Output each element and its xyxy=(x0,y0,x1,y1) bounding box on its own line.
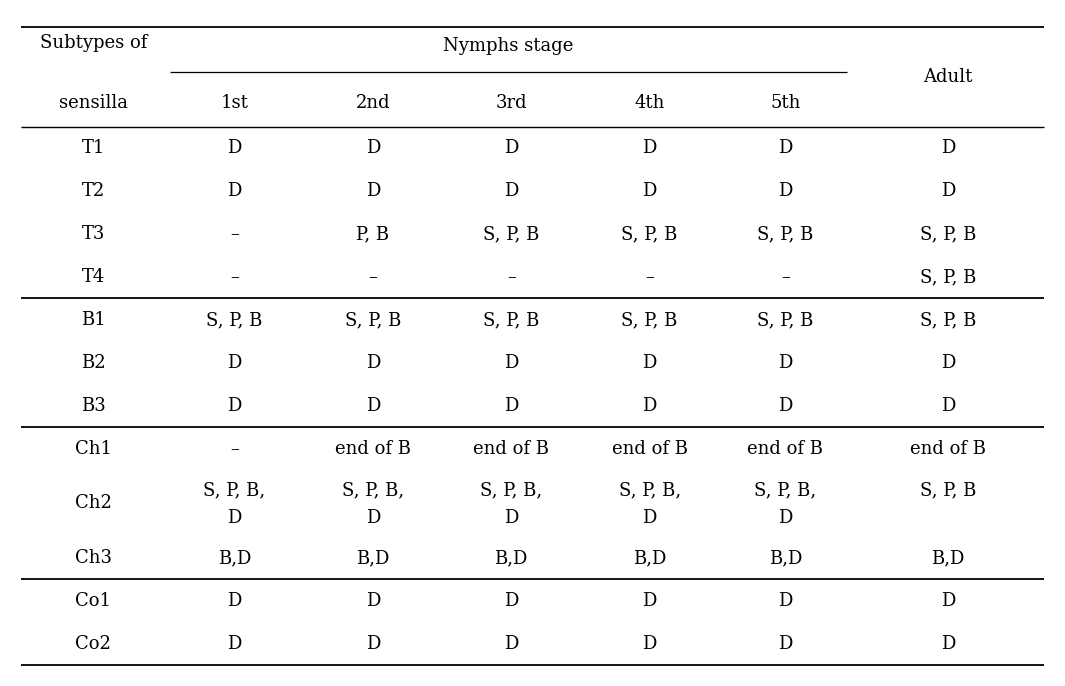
Text: S, P, B,: S, P, B, xyxy=(342,481,404,499)
Text: D: D xyxy=(365,182,380,200)
Text: D: D xyxy=(227,592,242,610)
Text: D: D xyxy=(940,397,955,415)
Text: D: D xyxy=(779,397,792,415)
Text: S, P, B,: S, P, B, xyxy=(754,481,817,499)
Text: D: D xyxy=(940,635,955,653)
Text: sensilla: sensilla xyxy=(59,95,128,113)
Text: D: D xyxy=(227,182,242,200)
Text: D: D xyxy=(227,354,242,372)
Text: B,D: B,D xyxy=(356,549,390,567)
Text: B,D: B,D xyxy=(633,549,667,567)
Text: T4: T4 xyxy=(82,268,104,286)
Text: S, P, B: S, P, B xyxy=(484,225,539,243)
Text: B1: B1 xyxy=(81,311,105,329)
Text: D: D xyxy=(227,139,242,157)
Text: Adult: Adult xyxy=(923,68,972,86)
Text: P, B: P, B xyxy=(356,225,390,243)
Text: D: D xyxy=(365,509,380,527)
Text: D: D xyxy=(779,635,792,653)
Text: D: D xyxy=(504,397,519,415)
Text: –: – xyxy=(230,440,239,458)
Text: –: – xyxy=(781,268,790,286)
Text: S, P, B: S, P, B xyxy=(622,225,677,243)
Text: D: D xyxy=(227,509,242,527)
Text: D: D xyxy=(642,592,657,610)
Text: S, P, B,: S, P, B, xyxy=(619,481,681,499)
Text: T2: T2 xyxy=(82,182,104,200)
Text: Co2: Co2 xyxy=(76,635,111,653)
Text: D: D xyxy=(642,182,657,200)
Text: D: D xyxy=(227,397,242,415)
Text: D: D xyxy=(779,592,792,610)
Text: –: – xyxy=(507,268,515,286)
Text: Nymphs stage: Nymphs stage xyxy=(443,37,574,55)
Text: S, P, B: S, P, B xyxy=(622,311,677,329)
Text: S, P, B: S, P, B xyxy=(484,311,539,329)
Text: D: D xyxy=(504,592,519,610)
Text: D: D xyxy=(940,592,955,610)
Text: end of B: end of B xyxy=(611,440,688,458)
Text: D: D xyxy=(940,139,955,157)
Text: D: D xyxy=(940,182,955,200)
Text: T3: T3 xyxy=(82,225,104,243)
Text: end of B: end of B xyxy=(334,440,411,458)
Text: end of B: end of B xyxy=(910,440,986,458)
Text: –: – xyxy=(230,225,239,243)
Text: –: – xyxy=(645,268,654,286)
Text: Ch2: Ch2 xyxy=(75,495,112,512)
Text: S, P, B: S, P, B xyxy=(345,311,400,329)
Text: S, P, B,: S, P, B, xyxy=(480,481,542,499)
Text: –: – xyxy=(368,268,377,286)
Text: S, P, B: S, P, B xyxy=(920,268,976,286)
Text: D: D xyxy=(365,592,380,610)
Text: 3rd: 3rd xyxy=(495,95,527,113)
Text: D: D xyxy=(940,354,955,372)
Text: D: D xyxy=(642,635,657,653)
Text: D: D xyxy=(504,139,519,157)
Text: B,D: B,D xyxy=(931,549,965,567)
Text: S, P, B: S, P, B xyxy=(757,225,814,243)
Text: D: D xyxy=(504,635,519,653)
Text: S, P, B: S, P, B xyxy=(920,225,976,243)
Text: D: D xyxy=(504,509,519,527)
Text: 1st: 1st xyxy=(220,95,248,113)
Text: 4th: 4th xyxy=(635,95,665,113)
Text: D: D xyxy=(642,397,657,415)
Text: D: D xyxy=(779,509,792,527)
Text: D: D xyxy=(227,635,242,653)
Text: 2nd: 2nd xyxy=(356,95,390,113)
Text: D: D xyxy=(779,139,792,157)
Text: T1: T1 xyxy=(82,139,104,157)
Text: B,D: B,D xyxy=(217,549,251,567)
Text: D: D xyxy=(642,509,657,527)
Text: S, P, B: S, P, B xyxy=(207,311,262,329)
Text: D: D xyxy=(642,354,657,372)
Text: B3: B3 xyxy=(81,397,105,415)
Text: D: D xyxy=(642,139,657,157)
Text: D: D xyxy=(504,182,519,200)
Text: Ch1: Ch1 xyxy=(75,440,112,458)
Text: B2: B2 xyxy=(81,354,105,372)
Text: B,D: B,D xyxy=(769,549,802,567)
Text: S, P, B: S, P, B xyxy=(920,311,976,329)
Text: Co1: Co1 xyxy=(76,592,111,610)
Text: D: D xyxy=(779,354,792,372)
Text: D: D xyxy=(365,397,380,415)
Text: D: D xyxy=(504,354,519,372)
Text: S, P, B,: S, P, B, xyxy=(203,481,265,499)
Text: end of B: end of B xyxy=(748,440,823,458)
Text: D: D xyxy=(365,354,380,372)
Text: D: D xyxy=(365,139,380,157)
Text: –: – xyxy=(230,268,239,286)
Text: Subtypes of: Subtypes of xyxy=(39,34,147,52)
Text: 5th: 5th xyxy=(770,95,801,113)
Text: B,D: B,D xyxy=(494,549,528,567)
Text: D: D xyxy=(779,182,792,200)
Text: Ch3: Ch3 xyxy=(75,549,112,567)
Text: S, P, B: S, P, B xyxy=(757,311,814,329)
Text: S, P, B: S, P, B xyxy=(920,481,976,499)
Text: end of B: end of B xyxy=(473,440,550,458)
Text: D: D xyxy=(365,635,380,653)
